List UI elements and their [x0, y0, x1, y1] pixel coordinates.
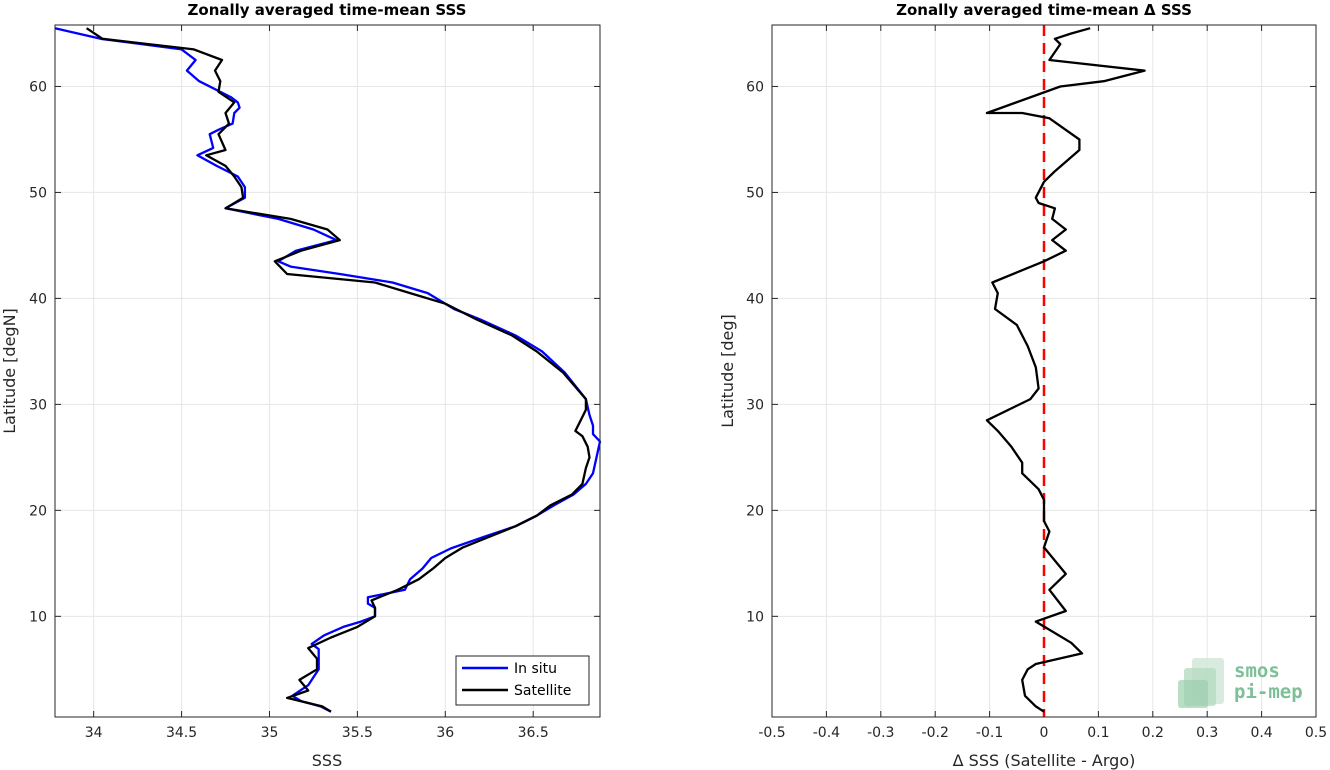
- left-plot-area: [55, 25, 600, 717]
- right-x-tick-label: 0.1: [1087, 725, 1109, 741]
- right-x-tick-label: 0.2: [1142, 725, 1164, 741]
- left-x-tick-label: 36: [436, 725, 454, 741]
- left-chart-title: Zonally averaged time-mean SSS: [188, 1, 467, 19]
- right-x-axis-label: Δ SSS (Satellite - Argo): [953, 751, 1136, 770]
- smos-pi-mep-logo: smos pi-mep: [1178, 658, 1303, 708]
- legend: In situ Satellite: [455, 655, 590, 706]
- right-x-tick-label: -0.5: [758, 725, 785, 741]
- legend-label-satellite: Satellite: [514, 683, 571, 699]
- right-plot-frame: [771, 24, 1317, 718]
- right-x-tick-label: -0.2: [922, 725, 949, 741]
- right-y-axis-label: Latitude [deg]: [718, 314, 737, 428]
- right-x-tick-label: 0: [1040, 725, 1049, 741]
- left-chart: 34 34.5 35 35.5 36 36.5 10 20 30 40 50 60 Zonally a…: [0, 1, 602, 770]
- left-x-tick-label: 36.5: [518, 725, 549, 741]
- right-series: [985, 27, 1146, 713]
- left-x-tick-label: 35: [261, 725, 279, 741]
- right-y-tick-label: 10: [746, 609, 764, 625]
- left-y-tick-label: 40: [29, 291, 47, 307]
- right-y-tick-label: 50: [746, 185, 764, 201]
- left-x-tick-label: 35.5: [342, 725, 373, 741]
- right-x-tick-label: 0.3: [1196, 725, 1218, 741]
- right-x-tick-label: 0.4: [1250, 725, 1272, 741]
- left-series: [54, 27, 602, 713]
- left-grid: [55, 25, 600, 717]
- right-x-tick-label: -0.3: [867, 725, 894, 741]
- left-series-line-satellite: [85, 27, 591, 713]
- right-y-tick-label: 60: [746, 79, 764, 95]
- left-x-axis-label: SSS: [312, 751, 342, 770]
- left-y-axis-label: Latitude [degN]: [0, 308, 19, 434]
- left-y-tick-label: 10: [29, 609, 47, 625]
- right-x-tick-label: 0.5: [1305, 725, 1327, 741]
- left-x-tick-label: 34.5: [166, 725, 197, 741]
- left-y-tick-label: 30: [29, 397, 47, 413]
- left-y-tick-label: 50: [29, 185, 47, 201]
- legend-label-in-situ: In situ: [514, 661, 557, 677]
- left-x-tick-label: 34: [85, 725, 103, 741]
- left-y-tick-label: 20: [29, 503, 47, 519]
- logo-text-pi-mep: pi-mep: [1234, 681, 1303, 703]
- right-x-tick-label: -0.4: [813, 725, 840, 741]
- right-chart: -0.5 -0.4 -0.3 -0.2 -0.1 0 0.1 0.2 0.3 0.4 0.5 10 20…: [718, 1, 1327, 770]
- right-y-tick-label: 30: [746, 397, 764, 413]
- right-y-tick-label: 40: [746, 291, 764, 307]
- left-ticks: 34 34.5 35 35.5 36 36.5 10 20 30 40 50 60: [29, 25, 600, 741]
- logo-wave-3: [1178, 680, 1208, 708]
- right-y-tick-label: 20: [746, 503, 764, 519]
- left-plot-frame: [54, 24, 601, 718]
- right-chart-title: Zonally averaged time-mean Δ SSS: [896, 1, 1192, 19]
- legend-box: [455, 655, 590, 706]
- right-series-line-delta-sss: [985, 27, 1146, 713]
- right-ticks: -0.5 -0.4 -0.3 -0.2 -0.1 0 0.1 0.2 0.3 0.4 0.5 10 20…: [746, 25, 1327, 741]
- logo-text-smos: smos: [1234, 660, 1280, 682]
- right-x-tick-label: -0.1: [976, 725, 1003, 741]
- left-y-tick-label: 60: [29, 79, 47, 95]
